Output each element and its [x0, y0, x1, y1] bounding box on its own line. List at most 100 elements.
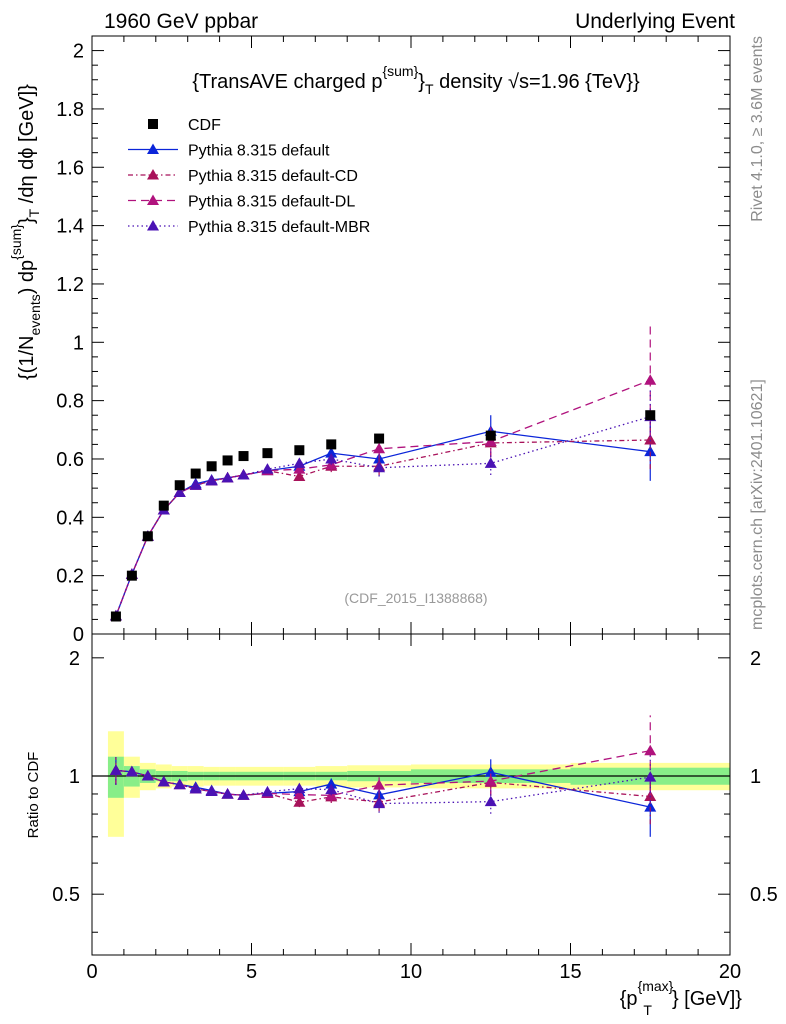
legend-marker	[147, 143, 159, 154]
series-marker	[293, 463, 306, 474]
ratio-marker	[261, 785, 274, 797]
ratio-tick-label-left: 1	[69, 766, 80, 788]
data-point	[222, 455, 233, 466]
ratio-tick-label-left: 0.5	[52, 884, 80, 906]
ratio-marker	[205, 785, 218, 797]
series-marker	[484, 457, 497, 468]
ratio-y-axis-label: Ratio to CDF	[25, 752, 42, 839]
ratio-marker	[293, 782, 306, 794]
x-tick-label: 20	[719, 961, 741, 983]
x-tick-label: 15	[559, 961, 581, 983]
data-point	[262, 448, 273, 459]
series-marker	[173, 486, 186, 498]
legend-label: Pythia 8.315 default-MBR	[188, 219, 370, 236]
legend-label: Pythia 8.315 default-DL	[188, 194, 355, 211]
x-axis-label: {p{max} T} [GeV]}	[620, 978, 743, 1018]
header-right: Underlying Event	[575, 10, 735, 33]
legend-marker	[147, 194, 159, 205]
data-point	[206, 461, 217, 472]
ratio-marker	[373, 797, 386, 809]
ratio-tick-label-right: 0.5	[750, 884, 778, 906]
chart-title: {TransAVE charged p{sum}}T density √s=1.…	[192, 63, 640, 97]
data-point	[374, 433, 385, 444]
data-point	[190, 468, 201, 479]
y-tick-label: 0	[73, 624, 84, 646]
data-point	[142, 531, 153, 542]
data-point	[485, 430, 496, 441]
series-marker	[484, 435, 497, 446]
ratio-marker	[325, 778, 338, 789]
series-marker	[205, 474, 218, 486]
series-marker	[325, 447, 338, 458]
data-point	[238, 451, 249, 462]
y-tick-label: 1.2	[56, 274, 84, 296]
legend-marker	[147, 169, 159, 180]
ratio-marker	[484, 766, 497, 777]
ratio-tick-label-right: 1	[750, 766, 761, 788]
series-marker	[293, 470, 306, 481]
ratio-marker	[484, 775, 497, 786]
series-marker	[325, 452, 338, 464]
data-point	[645, 410, 656, 421]
y-tick-label: 0.8	[56, 391, 84, 413]
data-point	[326, 439, 337, 450]
legend-label: Pythia 8.315 default-CD	[188, 168, 358, 185]
header-left: 1960 GeV ppbar	[104, 10, 258, 33]
ratio-marker	[484, 795, 497, 807]
series-marker	[293, 457, 306, 468]
ratio-marker	[237, 789, 250, 800]
legend-label: Pythia 8.315 default	[188, 143, 330, 160]
ratio-marker	[644, 801, 657, 812]
x-tick-label: 10	[400, 961, 422, 983]
main-y-axis-label: {(1/Nevents) dp{sum}}T /dη dϕ [GeV]}	[8, 84, 43, 380]
series-marker	[237, 469, 250, 480]
series-marker	[261, 463, 274, 474]
legend-label-cdf: CDF	[188, 117, 221, 134]
y-tick-label: 1.8	[56, 99, 84, 121]
series-line-2	[115, 379, 651, 617]
ratio-tick-label-left: 2	[69, 648, 80, 670]
mcplots-label: mcplots.cern.ch [arXiv:2401.10621]	[749, 379, 766, 630]
ratio-panel-series	[109, 715, 657, 837]
y-tick-label: 0.4	[56, 507, 84, 529]
ratio-marker	[293, 796, 306, 807]
y-tick-label: 0.2	[56, 566, 84, 588]
ratio-marker	[293, 788, 306, 800]
series-marker	[373, 461, 386, 473]
series-marker	[644, 374, 657, 385]
main-panel-data	[110, 410, 656, 622]
x-tick-label: 5	[246, 961, 257, 983]
rivet-label: Rivet 4.1.0, ≥ 3.6M events	[749, 36, 766, 222]
svg-text:{(1/Nevents) dp{sum}}T /dη dϕ: {(1/Nevents) dp{sum}}T /dη dϕ [GeV]}	[8, 84, 43, 380]
series-line-3	[115, 416, 651, 617]
ratio-line-2	[115, 750, 651, 797]
y-tick-label: 1.4	[56, 216, 84, 238]
ratio-marker	[141, 770, 154, 781]
series-marker	[189, 479, 202, 490]
ratio-marker	[109, 764, 122, 775]
ratio-marker	[173, 778, 186, 790]
ratio-marker	[221, 788, 234, 799]
ratio-marker	[157, 775, 170, 787]
series-line-0	[115, 430, 651, 617]
ratio-panel-axes: 0 5 10 15 20 0.5 0.5 1 1 2 2	[52, 633, 778, 983]
ratio-marker	[644, 744, 657, 756]
ratio-marker	[373, 779, 386, 790]
ratio-marker	[644, 771, 657, 782]
y-tick-label: 1	[73, 332, 84, 354]
y-tick-label: 0.6	[56, 449, 84, 471]
ratio-tick-label-right: 2	[750, 648, 761, 670]
ratio-marker	[189, 782, 202, 794]
ratio-marker	[325, 783, 338, 795]
legend-marker	[147, 220, 159, 231]
data-point	[158, 500, 169, 511]
legend: CDF Pythia 8.315 default Pythia 8.315 defa…	[128, 117, 370, 236]
series-marker	[221, 471, 234, 483]
series-marker	[644, 434, 657, 445]
ratio-marker	[125, 765, 138, 777]
y-tick-label: 1.6	[56, 157, 84, 179]
x-tick-label: 0	[86, 961, 97, 983]
series-marker	[373, 442, 386, 454]
